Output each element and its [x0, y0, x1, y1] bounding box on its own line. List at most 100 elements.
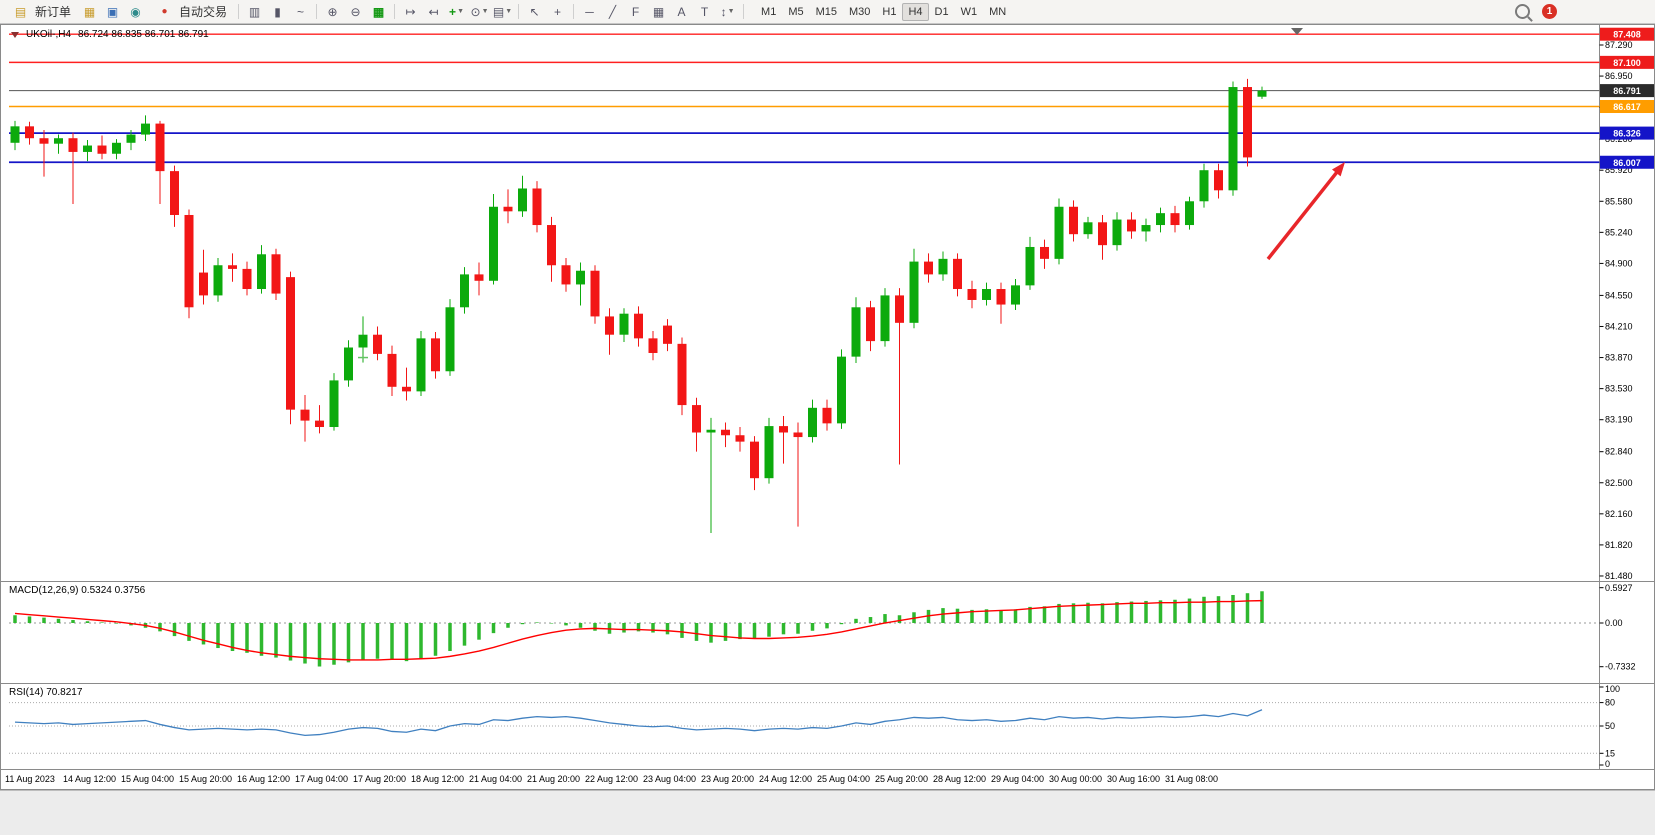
svg-text:86.007: 86.007: [1613, 158, 1641, 168]
price-scale-boxes: 87.408 87.100 86.791 86.617 86.326 86.007: [1600, 27, 1654, 169]
timeframe-m5[interactable]: M5: [782, 3, 809, 21]
svg-text:84.550: 84.550: [1605, 290, 1633, 300]
time-axis-label: 11 Aug 2023: [5, 774, 55, 784]
timeframe-group: M1 M5 M15 M30 H1 H4 D1 W1 MN: [755, 2, 1012, 21]
svg-text:86.617: 86.617: [1613, 102, 1641, 112]
time-axis-label: 24 Aug 12:00: [759, 774, 813, 784]
toolbar-separator: [573, 4, 575, 19]
svg-text:82.500: 82.500: [1605, 478, 1633, 488]
bar-chart-icon[interactable]: ▥: [248, 4, 261, 19]
timeframe-m30[interactable]: M30: [843, 3, 876, 21]
timeframe-mn[interactable]: MN: [983, 3, 1012, 21]
svg-text:0.5927: 0.5927: [1605, 583, 1633, 593]
svg-text:85.920: 85.920: [1605, 165, 1633, 175]
svg-text:86.326: 86.326: [1613, 129, 1641, 139]
svg-text:85.580: 85.580: [1605, 196, 1633, 206]
svg-text:82.840: 82.840: [1605, 447, 1633, 457]
search-icon[interactable]: [1515, 4, 1530, 19]
toolbar-right: 1: [1515, 4, 1557, 19]
crosshair-icon[interactable]: +: [554, 4, 562, 19]
rsi-line: [14, 709, 1263, 737]
timeframe-m15[interactable]: M15: [810, 3, 843, 21]
svg-text:80: 80: [1605, 698, 1615, 708]
indicators-button[interactable]: + ▼: [449, 4, 464, 19]
timeframe-w1[interactable]: W1: [955, 3, 984, 21]
timeframe-m1[interactable]: M1: [755, 3, 782, 21]
macd-panel[interactable]: 0.5927 0.00 -0.7332: [1, 581, 1654, 683]
chart-shift-marker: [1291, 28, 1303, 35]
arrows-tool-icon[interactable]: ↕ ▼: [720, 4, 735, 19]
svg-text:81.820: 81.820: [1605, 540, 1633, 550]
data-window-icon[interactable]: ◉: [130, 4, 141, 19]
zoom-out-icon[interactable]: ⊖: [350, 4, 361, 19]
candlestick-chart-icon[interactable]: ▮: [274, 4, 281, 19]
line-chart-icon[interactable]: ~: [297, 4, 305, 19]
svg-text:0.00: 0.00: [1605, 618, 1623, 628]
time-axis-label: 31 Aug 08:00: [1165, 774, 1219, 784]
chart-shift-icon[interactable]: ↤: [428, 4, 439, 19]
svg-text:82.160: 82.160: [1605, 509, 1633, 519]
auto-trading-icon: ●: [161, 6, 168, 17]
toolbar-separator: [518, 4, 520, 19]
text-label-tool-icon[interactable]: T: [700, 4, 709, 19]
svg-text:86.950: 86.950: [1605, 71, 1633, 81]
svg-text:15: 15: [1605, 748, 1615, 758]
toolbar-separator: [238, 4, 240, 19]
time-axis-label: 23 Aug 20:00: [701, 774, 755, 784]
time-axis-label: 25 Aug 04:00: [817, 774, 871, 784]
svg-text:-0.7332: -0.7332: [1605, 662, 1636, 672]
svg-text:85.240: 85.240: [1605, 227, 1633, 237]
toolbar-separator: [394, 4, 396, 19]
time-axis-label: 22 Aug 12:00: [585, 774, 639, 784]
shapes-tool-icon[interactable]: ▦: [652, 4, 665, 19]
fibonacci-tool-icon[interactable]: F: [631, 4, 640, 19]
candles: [10, 78, 1267, 534]
auto-trading-button[interactable]: ● 自动交易: [148, 2, 233, 22]
timeframe-h1[interactable]: H1: [876, 3, 902, 21]
y-axis-ticks: 87.29086.95086.61086.26085.92085.58085.2…: [1599, 40, 1633, 581]
time-axis-label: 21 Aug 20:00: [527, 774, 581, 784]
time-axis-label: 17 Aug 04:00: [295, 774, 349, 784]
svg-text:84.900: 84.900: [1605, 258, 1633, 268]
zoom-in-icon[interactable]: ⊕: [327, 4, 338, 19]
notification-badge[interactable]: 1: [1542, 4, 1557, 19]
rsi-panel[interactable]: 100 80 50 150: [1, 683, 1654, 769]
auto-scroll-icon[interactable]: ↦: [405, 4, 416, 19]
time-axis-label: 30 Aug 00:00: [1049, 774, 1103, 784]
chart-window: 87.29086.95086.61086.26085.92085.58085.2…: [0, 24, 1655, 790]
time-axis-label: 23 Aug 04:00: [643, 774, 697, 784]
periods-button[interactable]: ⊙ ▼: [470, 4, 489, 19]
new-order-label: 新订单: [35, 5, 72, 19]
timeframe-h4[interactable]: H4: [902, 2, 929, 21]
time-axis-label: 14 Aug 12:00: [63, 774, 117, 784]
timeframe-d1[interactable]: D1: [929, 3, 955, 21]
time-axis-label: 16 Aug 12:00: [237, 774, 291, 784]
svg-text:84.210: 84.210: [1605, 321, 1633, 331]
profiles-icon[interactable]: ▣: [106, 4, 119, 19]
svg-text:87.100: 87.100: [1613, 58, 1641, 68]
auto-trading-label: 自动交易: [179, 5, 228, 19]
time-axis-label: 30 Aug 16:00: [1107, 774, 1161, 784]
time-axis[interactable]: 11 Aug 2023 14 Aug 12:00 15 Aug 04:00 15 Au…: [1, 769, 1654, 789]
cursor-icon[interactable]: ↖: [529, 4, 540, 19]
price-chart-panel[interactable]: 87.29086.95086.61086.26085.92085.58085.2…: [1, 25, 1654, 581]
macd-signal-line: [14, 599, 1263, 661]
tile-windows-icon[interactable]: ▦: [372, 4, 385, 19]
horizontal-line-tool-icon[interactable]: ─: [585, 4, 594, 19]
new-order-button[interactable]: ▤ 新订单: [4, 2, 77, 22]
time-axis-label: 28 Aug 12:00: [933, 774, 987, 784]
templates-button[interactable]: ▤ ▼: [492, 4, 513, 19]
horizontal-lines: [9, 33, 1600, 164]
svg-text:86.791: 86.791: [1613, 86, 1641, 96]
trendline-tool-icon[interactable]: ╱: [608, 4, 617, 19]
time-axis-label: 21 Aug 04:00: [469, 774, 523, 784]
svg-text:87.408: 87.408: [1613, 30, 1641, 40]
time-axis-label: 25 Aug 20:00: [875, 774, 929, 784]
svg-text:87.290: 87.290: [1605, 40, 1633, 50]
text-tool-icon[interactable]: A: [677, 4, 686, 19]
svg-text:83.530: 83.530: [1605, 384, 1633, 394]
toolbar-separator: [743, 4, 745, 19]
time-axis-label: 15 Aug 20:00: [179, 774, 233, 784]
charts-icon[interactable]: ▦: [83, 4, 96, 19]
toolbar-separator: [316, 4, 318, 19]
